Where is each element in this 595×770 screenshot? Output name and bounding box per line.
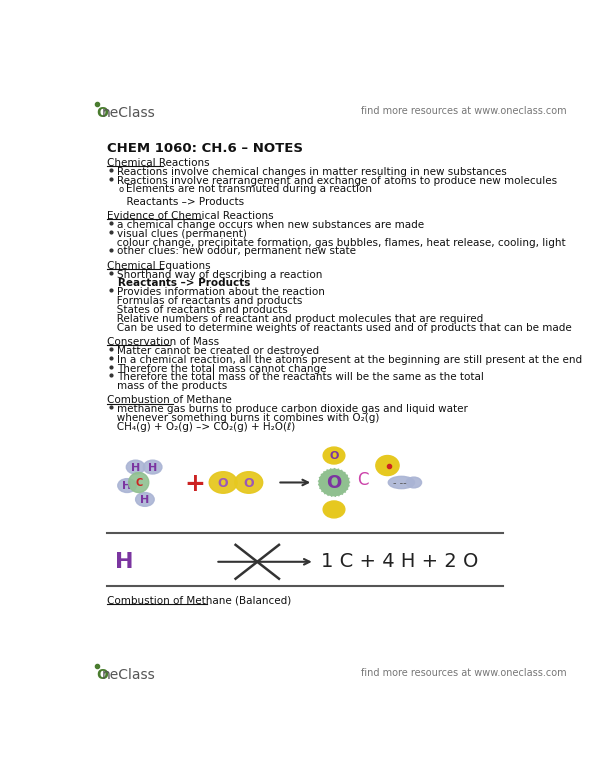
Text: Therefore the total mass cannot change: Therefore the total mass cannot change (117, 363, 327, 373)
Text: +: + (184, 472, 205, 496)
Ellipse shape (323, 501, 345, 518)
Text: Conservation of Mass: Conservation of Mass (107, 337, 219, 347)
Text: other clues: new odour, permanent new state: other clues: new odour, permanent new st… (117, 246, 356, 256)
Text: Reactants –> Products: Reactants –> Products (107, 197, 244, 207)
Text: Reactants –> Products: Reactants –> Products (107, 279, 250, 289)
Text: Therefore the total mass of the reactants will be the same as the total: Therefore the total mass of the reactant… (117, 373, 484, 383)
Text: Reactions involve rearrangement and exchange of atoms to produce new molecules: Reactions involve rearrangement and exch… (117, 176, 557, 186)
Text: Can be used to determine weights of reactants used and of products that can be m: Can be used to determine weights of reac… (107, 323, 572, 333)
Text: Chemical Equations: Chemical Equations (107, 261, 211, 271)
Text: mass of the products: mass of the products (117, 381, 227, 391)
Text: Combustion of Methane: Combustion of Methane (107, 396, 231, 406)
Text: 1 C + 4 H + 2 O: 1 C + 4 H + 2 O (321, 552, 478, 571)
Text: O: O (96, 106, 108, 120)
Text: Combustion of Methane (Balanced): Combustion of Methane (Balanced) (107, 596, 291, 606)
Text: H: H (115, 552, 133, 572)
Text: Elements are not transmuted during a reaction: Elements are not transmuted during a rea… (126, 184, 371, 194)
Ellipse shape (235, 472, 263, 494)
Text: CHEM 1060: CH.6 – NOTES: CHEM 1060: CH.6 – NOTES (107, 142, 303, 156)
Ellipse shape (323, 447, 345, 464)
Text: H: H (148, 463, 157, 473)
Text: o: o (118, 185, 124, 194)
Ellipse shape (143, 460, 162, 474)
Text: O: O (329, 451, 339, 461)
Text: Evidence of Chemical Reactions: Evidence of Chemical Reactions (107, 211, 274, 221)
Text: visual clues (permanent): visual clues (permanent) (117, 229, 247, 239)
Text: H: H (123, 481, 131, 491)
Text: H: H (140, 495, 149, 505)
Text: C: C (135, 478, 142, 488)
Text: Matter cannot be created or destroyed: Matter cannot be created or destroyed (117, 346, 319, 356)
Ellipse shape (126, 460, 145, 474)
Text: find more resources at www.oneclass.com: find more resources at www.oneclass.com (361, 668, 567, 678)
Text: CH₄(g) + O₂(g) –> CO₂(g) + H₂O(ℓ): CH₄(g) + O₂(g) –> CO₂(g) + H₂O(ℓ) (107, 422, 295, 432)
Text: O: O (96, 668, 108, 682)
Text: neClass: neClass (102, 668, 155, 682)
Ellipse shape (406, 477, 422, 488)
Text: - --: - -- (393, 478, 407, 488)
Ellipse shape (389, 477, 415, 489)
Text: a chemical change occurs when new substances are made: a chemical change occurs when new substa… (117, 220, 424, 230)
Text: Provides information about the reaction: Provides information about the reaction (117, 287, 325, 297)
Text: Chemical Reactions: Chemical Reactions (107, 158, 209, 168)
Text: whenever something burns it combines with O₂(g): whenever something burns it combines wit… (107, 413, 379, 424)
Text: Reactions involve chemical changes in matter resulting in new substances: Reactions involve chemical changes in ma… (117, 166, 507, 176)
Text: C: C (357, 471, 368, 489)
Text: find more resources at www.oneclass.com: find more resources at www.oneclass.com (361, 106, 567, 116)
Text: Relative numbers of reactant and product molecules that are required: Relative numbers of reactant and product… (107, 314, 483, 324)
Text: colour change, precipitate formation, gas bubbles, flames, heat release, cooling: colour change, precipitate formation, ga… (107, 238, 566, 248)
Text: O: O (243, 477, 254, 490)
Circle shape (129, 473, 149, 493)
Ellipse shape (118, 479, 136, 493)
Ellipse shape (376, 456, 399, 476)
Text: O: O (218, 477, 228, 490)
Text: States of reactants and products: States of reactants and products (107, 305, 287, 315)
Ellipse shape (318, 469, 349, 497)
Text: methane gas burns to produce carbon dioxide gas and liquid water: methane gas burns to produce carbon diox… (117, 404, 468, 414)
Text: O: O (327, 474, 342, 492)
Text: Formulas of reactants and products: Formulas of reactants and products (107, 296, 302, 306)
Text: Shorthand way of describing a reaction: Shorthand way of describing a reaction (117, 270, 322, 280)
Text: H: H (131, 463, 140, 473)
Text: In a chemical reaction, all the atoms present at the beginning are still present: In a chemical reaction, all the atoms pr… (117, 355, 582, 365)
Ellipse shape (136, 493, 154, 507)
Ellipse shape (209, 472, 237, 494)
Text: neClass: neClass (102, 106, 155, 120)
